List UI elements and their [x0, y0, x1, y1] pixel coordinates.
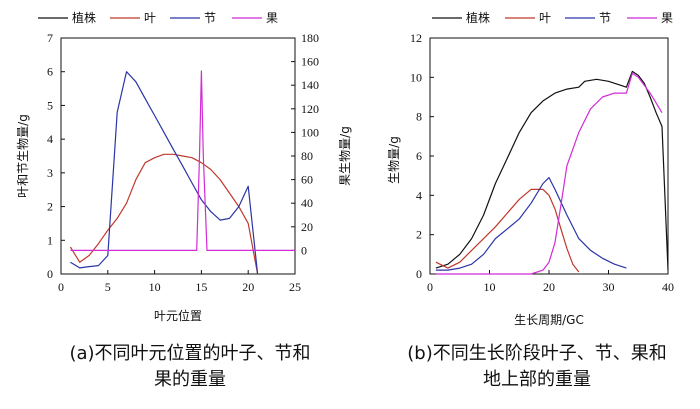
- legend-b: 植株 叶 节 果: [432, 10, 673, 25]
- chart-a-x-tick-label: 0: [58, 280, 64, 294]
- caption-a-line2: 果的重量: [154, 369, 226, 390]
- chart-a-series-node-line: [70, 71, 259, 275]
- chart-b-y-tick-label: 10: [410, 70, 422, 84]
- chart-a-y2-tick-label: 60: [301, 173, 313, 187]
- chart-a-x-tick-label: 25: [289, 280, 301, 294]
- chart-b-x-tick-label: 20: [543, 280, 555, 294]
- chart-a-y2-tick-label: 100: [301, 125, 319, 139]
- chart-a-y-tick-label: 3: [47, 166, 53, 180]
- chart-a-y2-tick-label: 20: [301, 220, 313, 234]
- chart-b-x-axis-label: 生长周期/GC: [514, 313, 584, 327]
- legend-a-node-label: 节: [204, 11, 216, 25]
- chart-a-y-tick-label: 6: [47, 65, 53, 79]
- chart-b-x-tick-label: 30: [603, 280, 615, 294]
- chart-b-y-tick-label: 2: [416, 228, 422, 242]
- legend-b-fruit-label: 果: [661, 11, 673, 25]
- chart-a-y2-tick-label: 160: [301, 55, 319, 69]
- chart-a-x-axis-label: 叶元位置: [154, 308, 202, 323]
- chart-a-y2-tick-label: 120: [301, 102, 319, 116]
- legend-b-plant-label: 植株: [466, 10, 490, 25]
- chart-b-y-tick-label: 12: [410, 31, 422, 45]
- chart-a-series-leaf-line: [69, 153, 259, 275]
- legend-a-plant-label: 植株: [72, 10, 96, 25]
- caption-b-line1: (b)不同生长阶段叶子、节、果和: [407, 343, 667, 364]
- chart-b-y-tick-label: 4: [416, 188, 422, 202]
- chart-b-series-fruit-line: [435, 72, 663, 275]
- legend-b-leaf-label: 叶: [539, 11, 551, 25]
- chart-b-series-leaf-line: [435, 188, 580, 273]
- chart-a-plot-frame: [60, 37, 296, 275]
- chart-b-x-tick-label: 0: [427, 280, 433, 294]
- chart-a-y2-tick-label: 180: [301, 31, 319, 45]
- chart-a-y-axis-label: 叶和节生物量/g: [16, 114, 30, 198]
- chart-a-y-tick-label: 4: [47, 132, 53, 146]
- caption-b-line2: 地上部的重量: [483, 369, 591, 390]
- legend-a: 植株 叶 节 果: [38, 10, 278, 25]
- chart-b-series: [435, 70, 669, 275]
- chart-a-y-tick-label: 0: [47, 267, 53, 281]
- chart-a-y2-tick-label: 40: [301, 196, 313, 210]
- chart-b-y-axis-label: 生物量/g: [387, 136, 401, 184]
- chart-a-series-fruit-line: [70, 70, 295, 251]
- chart-a-y-tick-label: 5: [47, 98, 53, 112]
- chart-b-x-tick-label: 10: [484, 280, 496, 294]
- chart-b-ticks: 0 10 20 30 40 0 2 4 6 8 10 12: [410, 31, 674, 294]
- chart-a-y2-tick-label: 80: [301, 149, 313, 163]
- chart-a-ticks: 0 5 10 15 20 25 0 1 2 3 4 5 6 7 0 20 40 60 80 100 120 140 160 1…: [47, 31, 319, 294]
- chart-a-y-tick-label: 7: [47, 31, 53, 45]
- chart-a-y-tick-label: 1: [47, 233, 53, 247]
- chart-b-series-node-line: [435, 177, 627, 271]
- chart-b-x-tick-label: 40: [662, 280, 674, 294]
- chart-a-x-tick-label: 15: [195, 280, 207, 294]
- chart-a-y2-tick-label: 0: [301, 243, 307, 257]
- chart-a-x-tick-label: 20: [242, 280, 254, 294]
- legend-b-node-label: 节: [599, 11, 611, 25]
- chart-a-series: [69, 70, 295, 275]
- chart-b-series-plant-line: [435, 70, 669, 271]
- chart-b-y-tick-label: 6: [416, 149, 422, 163]
- chart-a-x-tick-label: 5: [105, 280, 111, 294]
- legend-a-leaf-label: 叶: [144, 11, 156, 25]
- chart-a-x-tick-label: 10: [149, 280, 161, 294]
- chart-a-y-tick-label: 2: [47, 200, 53, 214]
- chart-a-y2-tick-label: 140: [301, 78, 319, 92]
- chart-b-y-tick-label: 0: [416, 267, 422, 281]
- chart-b-y-tick-label: 8: [416, 110, 422, 124]
- chart-a-y2-axis-label: 果生物量/g: [338, 126, 352, 186]
- legend-a-fruit-label: 果: [266, 11, 278, 25]
- caption-a-line1: (a)不同叶元位置的叶子、节和: [69, 343, 311, 364]
